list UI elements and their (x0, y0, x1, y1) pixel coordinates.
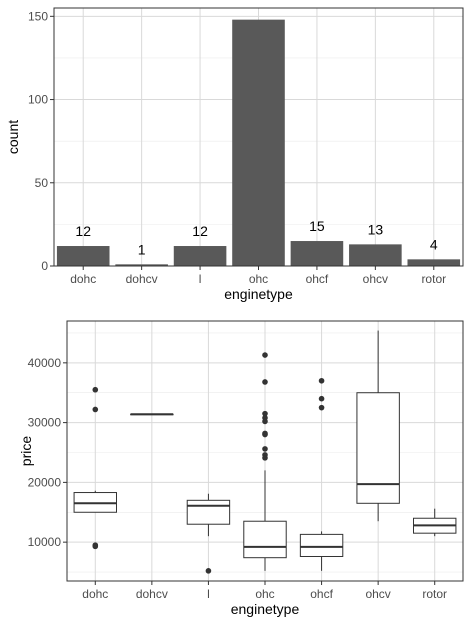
outlier-point (262, 352, 268, 358)
x-tick-label-dohc: dohc (70, 272, 96, 286)
data-label-rotor: 4 (430, 236, 438, 252)
bar-l (173, 246, 227, 266)
y-tick-label: 150 (28, 9, 48, 23)
outlier-point (262, 446, 268, 452)
outlier-point (205, 568, 212, 574)
outlier-point (262, 379, 268, 385)
y-axis-title: count (5, 120, 21, 154)
data-label-dohc: 12 (75, 223, 91, 239)
y-tick-label: 100 (28, 93, 48, 107)
x-tick-label-l: l (207, 587, 210, 601)
outlier-point (262, 418, 268, 425)
x-tick-label-dohc: dohc (82, 587, 108, 601)
x-tick-label-ohc: ohc (249, 272, 268, 286)
chart-1: 0 50 100 150 12 1 12 15 13 4 dohc dohcv l ohc ohcf ohcv… (5, 7, 464, 302)
y-tick-label: 20000 (28, 475, 62, 489)
x-tick-label-ohcf: ohcf (306, 272, 329, 286)
data-label-l: 12 (192, 223, 208, 239)
y-tick-label: 30000 (28, 416, 62, 430)
data-label-ohcf: 15 (309, 218, 325, 234)
data-label-ohcv: 13 (368, 221, 384, 237)
box-ohc (243, 352, 287, 571)
box-dohc (73, 386, 117, 550)
x-tick-label-l: l (199, 272, 202, 286)
data-label-dohcv: 1 (138, 241, 146, 257)
chart-2: 10000 20000 30000 40000 dohc dohcv l ohc ohcf ohc… (18, 320, 464, 617)
x-tick-label-rotor: rotor (422, 587, 447, 601)
box-l (186, 493, 231, 574)
outlier-point (318, 404, 325, 411)
x-axis-title: enginetype (224, 286, 293, 302)
bar-ohcv (349, 244, 402, 266)
x-axis-title: enginetype (231, 601, 300, 617)
bar-ohc (232, 19, 285, 267)
bar-dohcv (115, 264, 168, 266)
x-tick-label-rotor: rotor (421, 272, 446, 286)
box-ohcv (356, 330, 400, 522)
outlier-point (262, 455, 268, 461)
y-tick-label: 50 (35, 176, 49, 190)
bar-ohcf (290, 241, 344, 266)
outlier-point (92, 386, 99, 393)
y-tick-label: 0 (41, 259, 48, 273)
x-tick-label-ohcv: ohcv (365, 587, 390, 601)
box-body (299, 533, 344, 557)
box-body (356, 392, 400, 504)
outlier-point (318, 395, 325, 402)
bar-dohc (56, 246, 110, 266)
box-body (243, 520, 287, 559)
x-tick-label-ohc: ohc (255, 587, 274, 601)
box-body (186, 499, 231, 525)
x-tick-label-dohcv: dohcv (136, 587, 168, 601)
outlier-point (92, 406, 99, 413)
box-ohcf (299, 377, 344, 571)
y-tick-label: 40000 (28, 356, 62, 370)
outlier-point (92, 542, 99, 548)
bar-rotor (407, 259, 461, 266)
box-rotor (413, 508, 457, 537)
box-dohcv (130, 413, 174, 416)
outlier-point (262, 431, 268, 438)
y-tick-label: 10000 (28, 535, 62, 549)
outlier-point (318, 377, 325, 384)
x-tick-label-dohcv: dohcv (126, 272, 158, 286)
outlier-point (262, 410, 268, 417)
y-axis-title: price (18, 436, 34, 467)
x-tick-label-ohcf: ohcf (310, 587, 333, 601)
x-tick-label-ohcv: ohcv (363, 272, 388, 286)
